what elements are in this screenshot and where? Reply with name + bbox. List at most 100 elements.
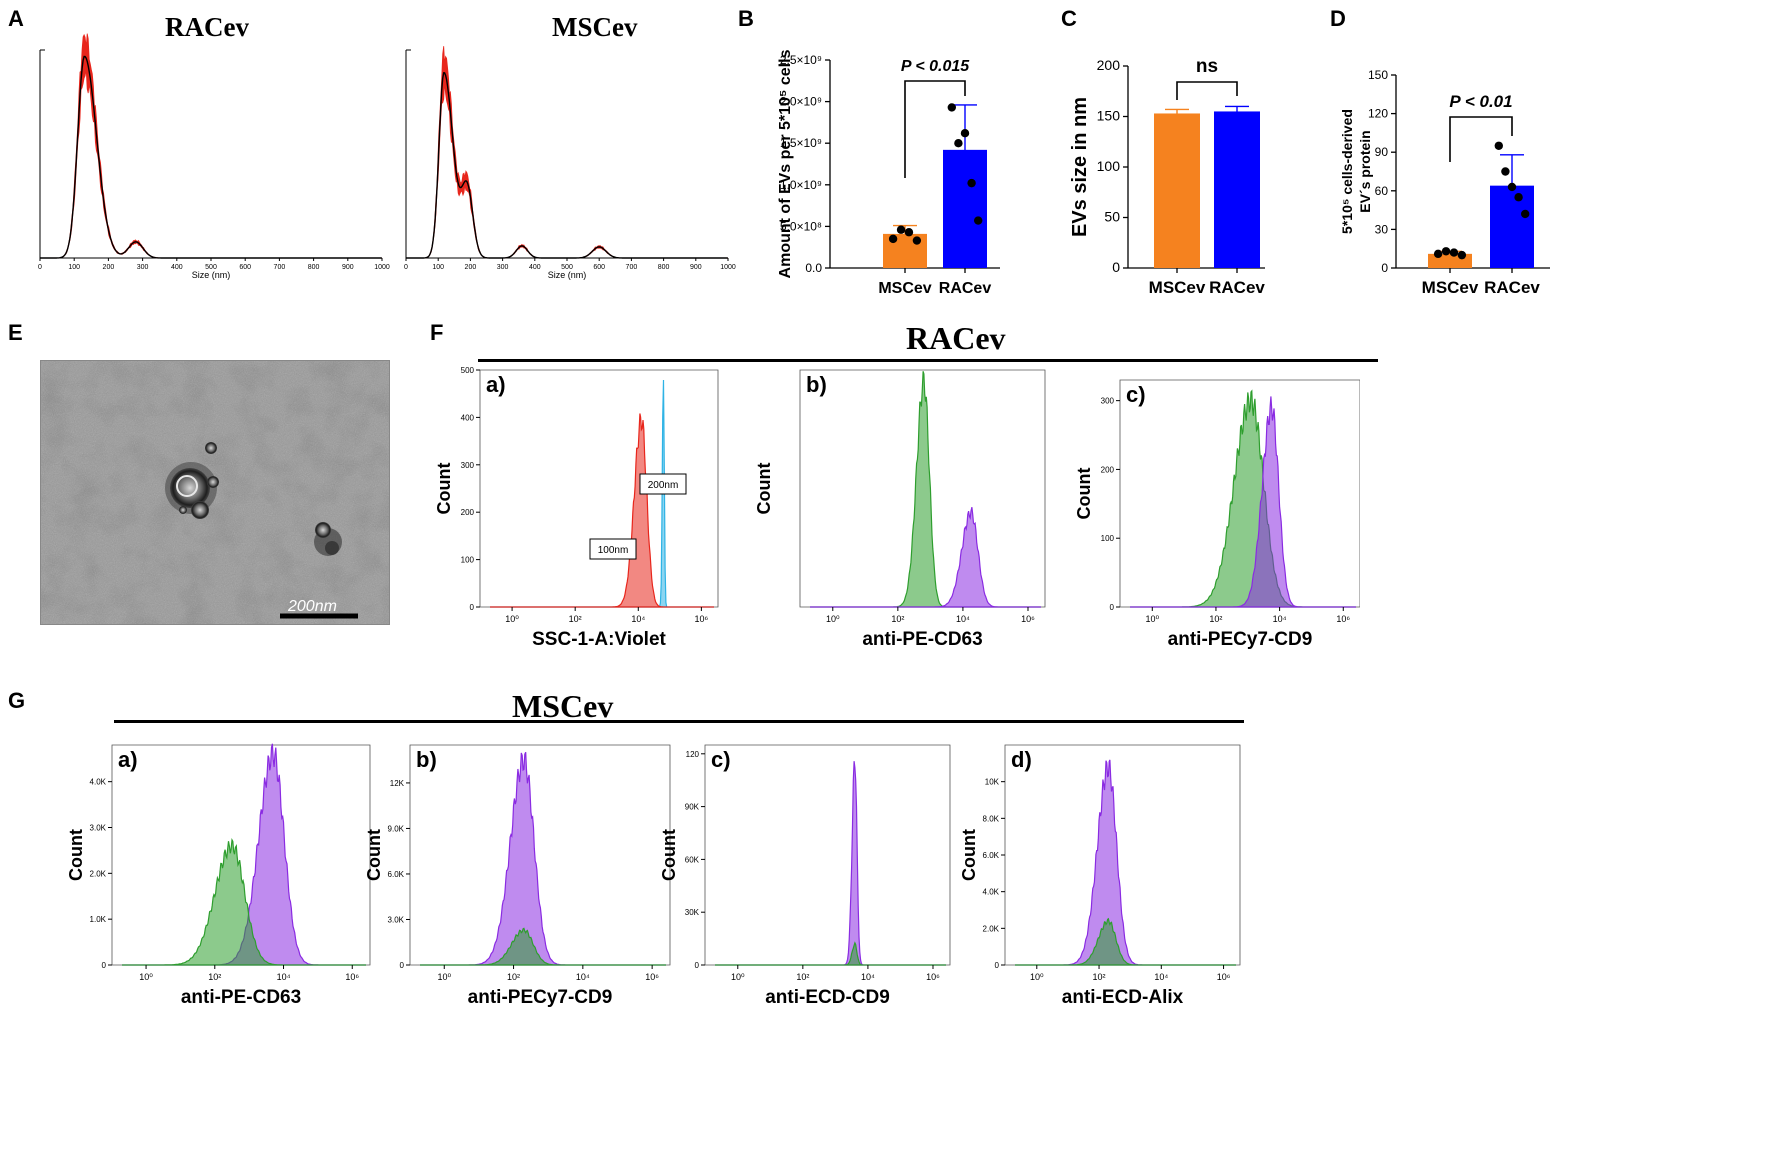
y-tick-label: 5.0×10⁸ <box>780 219 822 233</box>
nta-x-label: Size (nm) <box>192 270 231 280</box>
x-axis-label: anti-ECD-Alix <box>1062 987 1184 1008</box>
data-point <box>1449 248 1459 257</box>
nta-x-tick-label: 700 <box>274 264 286 271</box>
y-tick-label: 0.0 <box>805 261 822 275</box>
peak-label-box <box>639 473 687 495</box>
x-tick-label: MSCev <box>878 280 931 297</box>
x-tick-label: 10⁴ <box>631 614 645 624</box>
scale-bar-label: 200nm <box>287 598 337 615</box>
plot-frame <box>409 744 671 966</box>
plot-frame <box>1119 379 1360 608</box>
histogram-peak-isotype <box>122 837 366 966</box>
x-tick-label: 10⁶ <box>695 614 709 624</box>
y-tick-label: 200 <box>1101 465 1115 474</box>
sub-panel-label: a) <box>118 747 138 772</box>
histogram-peak-isotype <box>420 927 666 966</box>
y-tick-label: 60 <box>1375 184 1389 198</box>
sub-panel-label: b) <box>806 372 827 397</box>
x-tick-label: 10⁰ <box>437 972 451 982</box>
nta-x-tick-label: 0 <box>404 264 408 271</box>
data-point <box>1514 193 1523 202</box>
flow-g-histogram-0: 0 1.0K 2.0K 3.0K 4.0K 10⁰ 10² 10⁴ 10⁶ anti-PE-CD6… <box>66 743 371 1008</box>
y-tick-label: 100 <box>461 556 475 565</box>
y-axis-label: EVs size in nm <box>1069 97 1091 237</box>
y-tick-label: 0 <box>400 961 405 970</box>
x-tick-label: 10⁴ <box>277 972 291 982</box>
nta-x-tick-label: 0 <box>38 264 42 271</box>
histogram-peak-cd9 <box>420 751 666 966</box>
y-tick-label: 500 <box>461 366 475 375</box>
y-tick-label: 120 <box>686 750 700 759</box>
y-tick-label: 120 <box>1368 107 1388 121</box>
nta-title-mscev: MSCev <box>552 12 638 42</box>
x-tick-label: 10⁰ <box>1145 614 1159 624</box>
y-tick-label: 0 <box>1381 261 1388 275</box>
significance-bracket <box>1176 81 1238 100</box>
y-tick-label: 4.0K <box>983 888 1000 897</box>
histogram-peak-cd9 <box>715 761 946 966</box>
panel-letter-c: C <box>1061 6 1077 31</box>
y-tick-label: 8.0K <box>983 814 1000 823</box>
x-tick-label: 10⁰ <box>826 614 840 624</box>
flow-g-histogram-1: 0 3.0K 6.0K 9.0K 12K 10⁰ 10² 10⁴ 10⁶ anti-PECy7-C… <box>364 744 671 1008</box>
data-point <box>912 236 922 245</box>
f-title: RACev <box>906 320 1006 356</box>
x-tick-label: 10² <box>891 614 904 624</box>
nta-x-tick-label: 800 <box>658 264 670 271</box>
histogram-peak-isotype <box>810 371 1041 608</box>
y-tick-label: 10K <box>985 778 1000 787</box>
x-tick-label: 10² <box>208 972 221 982</box>
y-axis-label: Count <box>66 829 86 881</box>
histogram-peak-alix <box>1015 759 1236 966</box>
nta-x-tick-label: 400 <box>171 264 183 271</box>
bar-mscev <box>1154 113 1200 268</box>
data-point <box>1501 167 1510 176</box>
nta-mean-curve <box>40 55 382 259</box>
nta-x-tick-label: 100 <box>432 264 444 271</box>
y-tick-label: 0 <box>1112 259 1120 275</box>
y-tick-label: 50 <box>1104 209 1120 225</box>
y-axis-label-line2: EV´s protein <box>1357 130 1373 212</box>
x-tick-label: 10⁶ <box>1217 972 1231 982</box>
x-tick-label: 10² <box>796 972 809 982</box>
x-tick-label: 10⁴ <box>1154 972 1168 982</box>
plot-frame <box>704 744 951 966</box>
nta-title-racev: RACev <box>165 12 249 42</box>
y-tick-label: 2.0K <box>983 924 1000 933</box>
x-tick-label: 10² <box>1209 614 1222 624</box>
significance-label: P < 0.015 <box>901 58 970 75</box>
data-point <box>1494 141 1503 150</box>
y-tick-label: 90K <box>685 803 700 812</box>
y-tick-label: 100 <box>1101 534 1115 543</box>
x-tick-label: MSCev <box>1422 278 1479 297</box>
y-axis-label: Count <box>364 829 384 881</box>
bar-racev <box>1214 111 1260 268</box>
nta-x-tick-label: 800 <box>308 264 320 271</box>
x-axis-label: anti-ECD-CD9 <box>765 987 890 1008</box>
y-tick-label: 400 <box>461 413 475 422</box>
x-tick-label: 10² <box>569 614 582 624</box>
data-point <box>1507 182 1517 192</box>
x-tick-label: 10⁴ <box>1273 614 1287 624</box>
nta-x-tick-label: 600 <box>239 264 251 271</box>
x-tick-label: 10⁶ <box>645 972 659 982</box>
nta-error-band <box>40 33 382 259</box>
x-tick-label: 10⁶ <box>926 972 940 982</box>
nta-x-tick-label: 600 <box>593 264 605 271</box>
x-axis-label: anti-PE-CD63 <box>181 987 301 1008</box>
y-tick-label: 9.0K <box>388 824 405 833</box>
y-tick-label: 0 <box>102 961 107 970</box>
x-tick-label: 10⁰ <box>139 972 153 982</box>
nta-x-tick-label: 200 <box>465 264 477 271</box>
plot-frame <box>799 369 1046 608</box>
nta-x-tick-label: 1000 <box>720 264 736 271</box>
x-tick-label: 10⁶ <box>345 972 359 982</box>
flow-f-histogram-2: 0 100 200 300 10⁰ 10² 10⁴ 10⁶ anti-PECy7-CD9 Coun… <box>1074 379 1360 650</box>
x-tick-label: MSCev <box>1149 278 1206 297</box>
y-tick-label: 2.5×10⁹ <box>780 53 822 67</box>
significance-label: P < 0.01 <box>1449 92 1512 111</box>
data-point <box>888 234 898 244</box>
nta-x-tick-label: 300 <box>497 264 509 271</box>
nta-x-tick-label: 400 <box>529 264 541 271</box>
y-tick-label: 0 <box>695 961 700 970</box>
